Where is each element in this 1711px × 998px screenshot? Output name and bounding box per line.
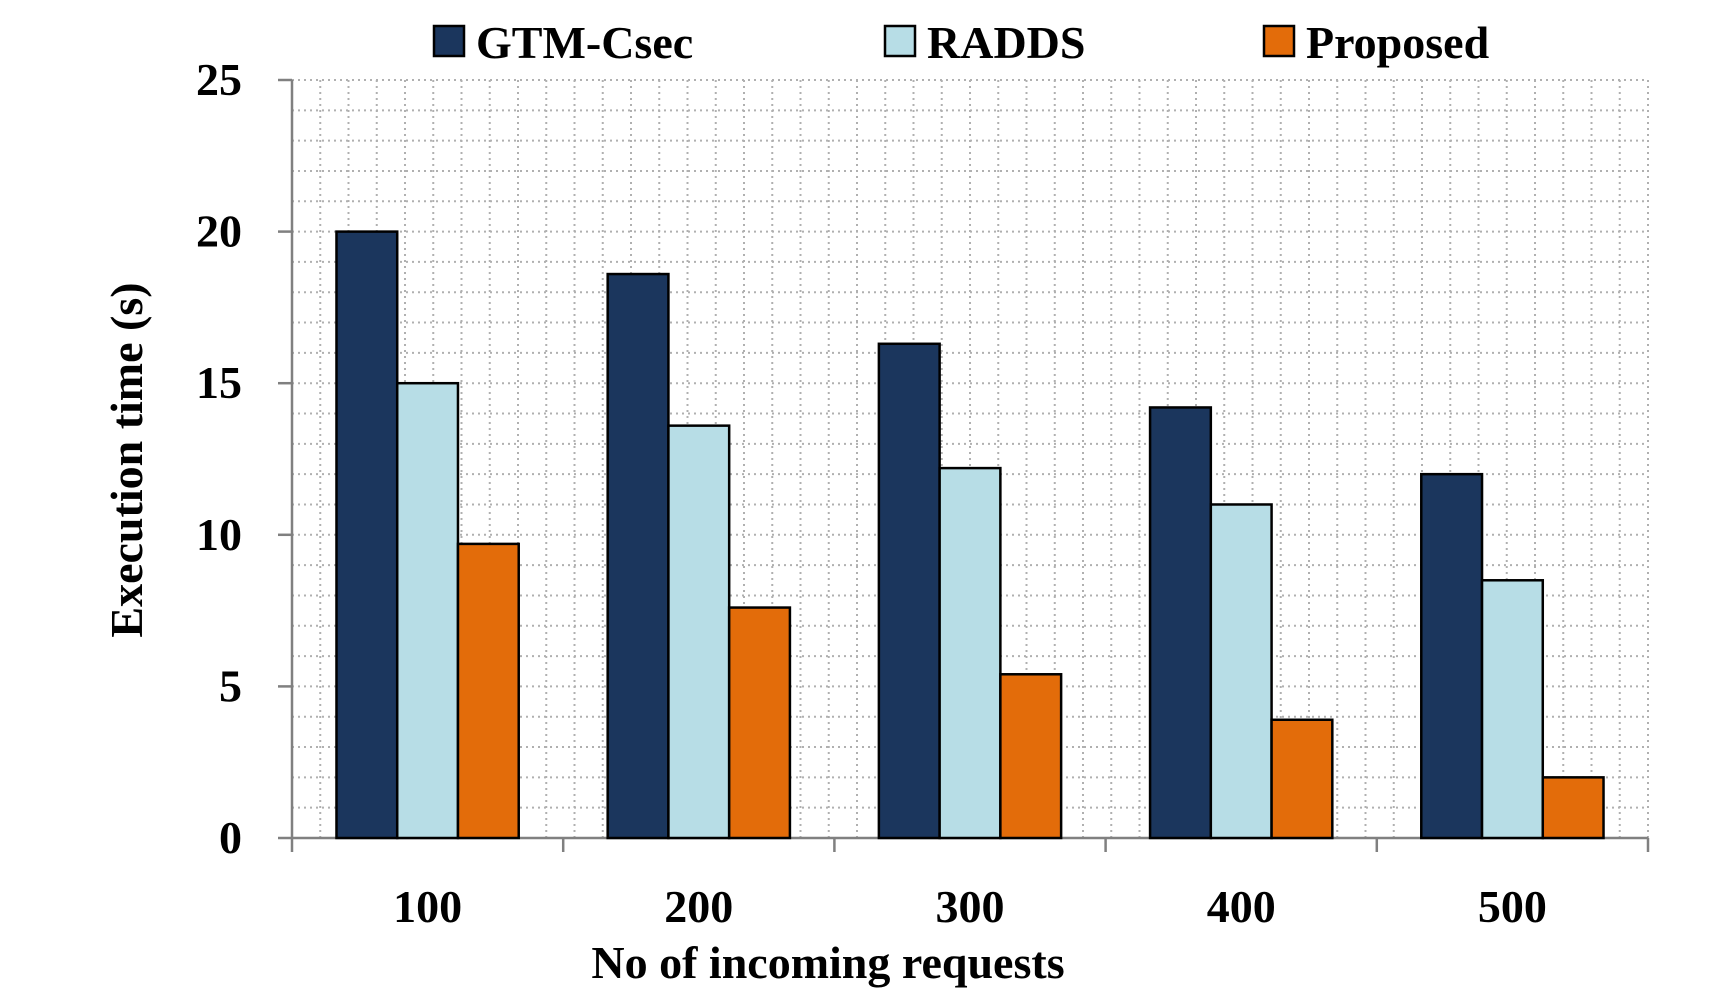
y-tick-label: 10 — [196, 509, 242, 560]
bar-proposed-100 — [456, 542, 520, 840]
legend-swatch-proposed — [1262, 24, 1296, 58]
bar-gtm-csec-400 — [1148, 406, 1213, 840]
bar-gtm-csec-300 — [877, 342, 941, 840]
x-tick-label: 300 — [936, 881, 1005, 932]
x-tick-label: 500 — [1478, 881, 1547, 932]
bar-proposed-300 — [999, 673, 1063, 840]
bar-radds-200 — [667, 424, 731, 840]
bar-proposed-400 — [1270, 718, 1334, 840]
y-tick-label: 0 — [219, 812, 242, 863]
x-tick-label: 200 — [664, 881, 733, 932]
legend: GTM-Csec RADDS Proposed — [432, 17, 1490, 68]
bar-radds-400 — [1209, 503, 1273, 840]
tick-labels: 0 5 10 15 20 25 100 200 300 400 500 — [196, 54, 1547, 932]
bar-gtm-csec-500 — [1420, 472, 1484, 840]
bar-radds-500 — [1480, 579, 1545, 840]
x-axis-title: No of incoming requests — [591, 937, 1064, 988]
y-tick-label: 15 — [196, 357, 242, 408]
bars — [335, 230, 1605, 840]
legend-swatch-radds — [883, 24, 917, 58]
legend-label-radds: RADDS — [927, 17, 1085, 68]
legend-label-proposed: Proposed — [1306, 17, 1490, 68]
x-tick-label: 100 — [393, 881, 462, 932]
x-tick-label: 400 — [1207, 881, 1276, 932]
bar-proposed-200 — [727, 606, 792, 840]
y-tick-label: 25 — [196, 54, 242, 105]
legend-swatch-gtm-csec — [432, 24, 466, 58]
y-axis-title: Execution time (s) — [101, 282, 152, 637]
legend-label-gtm-csec: GTM-Csec — [476, 17, 693, 68]
y-tick-label: 5 — [219, 660, 242, 711]
bar-gtm-csec-200 — [606, 272, 670, 840]
bar-radds-300 — [938, 466, 1002, 840]
bar-proposed-500 — [1541, 776, 1605, 840]
y-tick-label: 20 — [196, 206, 242, 257]
bar-radds-100 — [395, 381, 460, 840]
bar-gtm-csec-100 — [335, 230, 399, 840]
